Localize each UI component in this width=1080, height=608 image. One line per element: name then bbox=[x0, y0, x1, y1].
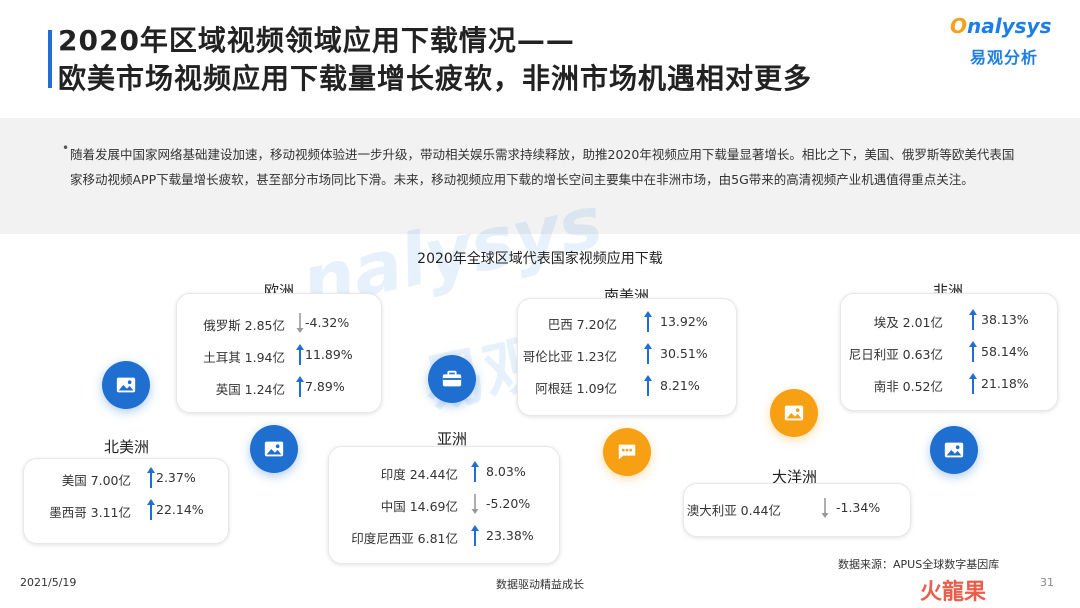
country-value: 英国 1.24亿 bbox=[215, 382, 285, 397]
page-title: 2020年区域视频领域应用下载情况—— 欧美市场视频应用下载量增长疲软，非洲市场… bbox=[58, 22, 812, 98]
growth-rate: -1.34% bbox=[836, 500, 881, 515]
image-icon bbox=[770, 389, 818, 437]
region-1-label: 北美洲 bbox=[104, 438, 150, 456]
up-arrow-icon bbox=[146, 467, 156, 489]
growth-rate: 8.03% bbox=[486, 464, 526, 479]
down-arrow-icon bbox=[295, 312, 305, 334]
up-arrow-icon bbox=[643, 375, 653, 397]
title-accent-bar bbox=[48, 30, 52, 88]
summary-band bbox=[0, 118, 1080, 234]
down-arrow-icon bbox=[470, 493, 480, 515]
up-arrow-icon bbox=[968, 373, 978, 395]
up-arrow-icon bbox=[968, 309, 978, 331]
region-1-card bbox=[23, 458, 229, 544]
analysys-logo: Onalysys 易观分析 bbox=[950, 14, 1060, 74]
summary-text: 随着发展中国家网络基础建设加速，移动视频体验进一步升级，带动相关娱乐需求持续释放… bbox=[70, 147, 1015, 187]
growth-rate: 2.37% bbox=[156, 470, 196, 485]
growth-rate: -5.20% bbox=[486, 496, 531, 511]
page-number: 31 bbox=[1040, 576, 1054, 589]
country-value: 印度尼西亚 6.81亿 bbox=[351, 531, 458, 546]
up-arrow-icon bbox=[968, 341, 978, 363]
growth-rate: 7.89% bbox=[305, 379, 345, 394]
growth-rate: 58.14% bbox=[981, 344, 1029, 359]
region-0-card bbox=[176, 293, 382, 413]
region-2-card bbox=[328, 446, 560, 564]
growth-rate: 13.92% bbox=[660, 314, 708, 329]
up-arrow-icon bbox=[146, 499, 156, 521]
country-value: 中国 14.69亿 bbox=[380, 499, 458, 514]
growth-rate: 21.18% bbox=[981, 376, 1029, 391]
country-value: 印度 24.44亿 bbox=[380, 467, 458, 482]
briefcase-icon bbox=[428, 355, 476, 403]
growth-rate: 22.14% bbox=[156, 502, 204, 517]
growth-rate: 11.89% bbox=[305, 347, 353, 362]
chat-icon bbox=[603, 428, 651, 476]
page-title-line1: 2020年区域视频领域应用下载情况—— bbox=[58, 24, 575, 57]
country-value: 巴西 7.20亿 bbox=[547, 317, 617, 332]
up-arrow-icon bbox=[643, 311, 653, 333]
data-source: 数据来源：APUS全球数字基因库 bbox=[838, 558, 1000, 571]
footer-slogan: 数据驱动精益成长 bbox=[496, 578, 584, 591]
image-icon bbox=[250, 425, 298, 473]
region-4-card bbox=[683, 483, 911, 537]
up-arrow-icon bbox=[470, 461, 480, 483]
country-value: 澳大利亚 0.44亿 bbox=[686, 503, 781, 518]
up-arrow-icon bbox=[295, 344, 305, 366]
image-icon bbox=[102, 361, 150, 409]
country-value: 阿根廷 1.09亿 bbox=[535, 381, 617, 396]
region-5-card bbox=[840, 293, 1058, 411]
watermark-badge: 火龍果 bbox=[920, 580, 987, 605]
page-title-line2: 欧美市场视频应用下载量增长疲软，非洲市场机遇相对更多 bbox=[58, 62, 813, 95]
region-4-label: 大洋洲 bbox=[772, 468, 818, 486]
country-value: 墨西哥 3.11亿 bbox=[49, 505, 131, 520]
country-value: 美国 7.00亿 bbox=[61, 473, 131, 488]
country-value: 埃及 2.01亿 bbox=[873, 315, 943, 330]
country-value: 俄罗斯 2.85亿 bbox=[203, 318, 285, 333]
image-icon bbox=[930, 426, 978, 474]
up-arrow-icon bbox=[295, 376, 305, 398]
up-arrow-icon bbox=[643, 343, 653, 365]
chart-title: 2020年全球区域代表国家视频应用下载 bbox=[417, 251, 663, 267]
summary-bullet: • bbox=[62, 141, 70, 155]
country-value: 哥伦比亚 1.23亿 bbox=[522, 349, 617, 364]
growth-rate: 30.51% bbox=[660, 346, 708, 361]
footer-date: 2021/5/19 bbox=[20, 576, 77, 589]
logo-wordmark: Onalysys bbox=[950, 14, 1052, 38]
down-arrow-icon bbox=[820, 497, 830, 519]
up-arrow-icon bbox=[470, 525, 480, 547]
growth-rate: 38.13% bbox=[981, 312, 1029, 327]
country-value: 土耳其 1.94亿 bbox=[203, 350, 285, 365]
growth-rate: 23.38% bbox=[486, 528, 534, 543]
country-value: 尼日利亚 0.63亿 bbox=[848, 347, 943, 362]
growth-rate: -4.32% bbox=[305, 315, 350, 330]
region-3-card bbox=[517, 298, 737, 416]
country-value: 南非 0.52亿 bbox=[873, 379, 943, 394]
growth-rate: 8.21% bbox=[660, 378, 700, 393]
logo-chinese: 易观分析 bbox=[970, 48, 1039, 67]
region-2-label: 亚洲 bbox=[437, 430, 468, 448]
